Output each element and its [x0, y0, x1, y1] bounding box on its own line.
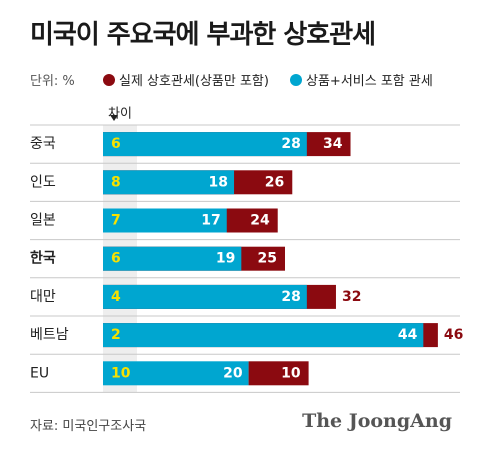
legend-item-actual: 실제 상호관세(상품만 포함): [103, 70, 269, 89]
legend-label-actual: 실제 상호관세(상품만 포함): [119, 74, 269, 89]
difference-marker: [110, 115, 118, 121]
bar-services: [103, 170, 235, 195]
services-value: 18: [209, 174, 228, 190]
bar-services: [103, 132, 307, 157]
difference-value: 6: [111, 251, 121, 267]
difference-value: 6: [111, 136, 121, 152]
difference-label: 차이: [108, 107, 132, 122]
category-label: EU: [30, 365, 49, 381]
unit-label: 단위: %: [30, 74, 75, 89]
category-label: 한국: [30, 251, 56, 267]
actual-value: 10: [281, 365, 301, 381]
services-value: 44: [398, 327, 418, 343]
services-value: 28: [281, 289, 300, 305]
legend-dot-services: [290, 73, 302, 86]
category-label: 일본: [30, 213, 56, 229]
services-value: 17: [201, 213, 220, 229]
category-label: 베트남: [30, 327, 69, 343]
actual-value: 24: [250, 213, 270, 229]
actual-value: 25: [258, 251, 277, 267]
difference-value: 7: [111, 213, 121, 229]
services-value: 19: [216, 251, 235, 267]
bar-services: [103, 246, 242, 271]
actual-value: 34: [323, 136, 343, 152]
difference-value: 2: [111, 327, 121, 343]
source-note: 자료: 미국인구조사국: [30, 419, 147, 434]
bar-services: [103, 284, 307, 309]
services-value: 28: [281, 136, 300, 152]
legend-item-services: 상품+서비스 포함 관세: [290, 70, 433, 89]
actual-value: 26: [265, 174, 284, 190]
publisher-logo: The JoongAng: [302, 410, 452, 432]
category-label: 중국: [30, 136, 56, 152]
bar-services: [103, 323, 424, 348]
actual-value: 46: [444, 327, 463, 343]
bar-services: [103, 208, 227, 233]
services-value: 20: [223, 365, 243, 381]
category-label: 인도: [30, 174, 56, 190]
bar-actual: [248, 361, 309, 386]
legend-dot-actual: [103, 73, 115, 86]
category-label: 대만: [30, 289, 56, 305]
difference-value: 10: [111, 365, 131, 381]
chart-title: 미국이 주요국에 부과한 상호관세: [30, 20, 376, 50]
legend-label-services: 상품+서비스 포함 관세: [306, 74, 433, 89]
actual-value: 32: [342, 289, 361, 305]
difference-value: 8: [111, 174, 121, 190]
bar-services: [103, 361, 249, 386]
difference-value: 4: [111, 289, 121, 305]
